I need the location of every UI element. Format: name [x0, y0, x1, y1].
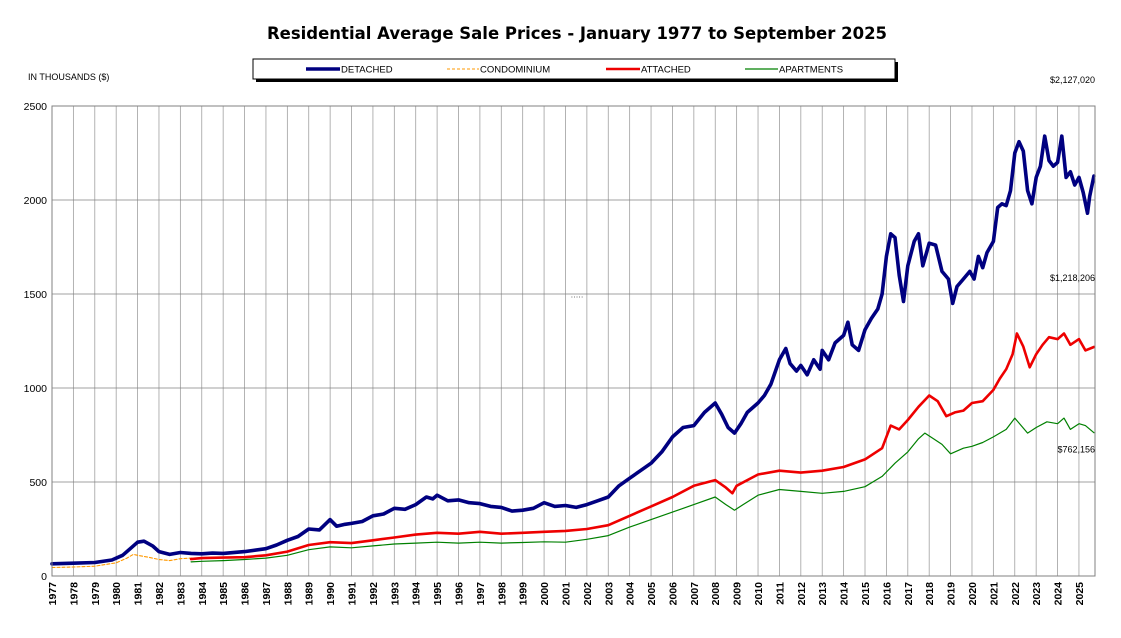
y-tick-label: 500: [29, 477, 47, 489]
x-tick-label: 2011: [774, 582, 786, 605]
x-tick-label: 1993: [389, 582, 401, 606]
legend-label-detached: DETACHED: [341, 65, 393, 76]
x-tick-label: 2012: [796, 582, 808, 606]
series-line-detached: [50, 134, 1096, 566]
x-tick-label: 2008: [710, 582, 722, 606]
x-tick-label: 2000: [539, 582, 551, 606]
x-tick-label: 2024: [1053, 582, 1065, 606]
x-tick-label: 1983: [175, 582, 187, 606]
x-tick-label: 1985: [218, 582, 230, 606]
plot-area: [50, 105, 1096, 577]
y-tick-label: 1500: [24, 289, 48, 301]
y-tick-label: 2000: [24, 195, 48, 207]
x-tick-label: 2001: [560, 582, 572, 606]
x-tick-label: 2004: [625, 582, 637, 606]
x-tick-label: 1991: [347, 582, 359, 606]
x-tick-label: 1987: [261, 582, 273, 606]
y-axis-label: IN THOUSANDS ($): [28, 72, 109, 82]
legend-label-apartments: APARTMENTS: [779, 65, 843, 76]
series-line-apartments: [190, 417, 1095, 563]
plot-border: [51, 105, 1096, 577]
x-tick-label: 2014: [839, 582, 851, 606]
x-tick-label: 1990: [325, 582, 337, 606]
x-tick-label: 2016: [881, 582, 893, 606]
x-tick-label: 1979: [90, 582, 102, 606]
legend-box: [252, 58, 896, 80]
x-tick-label: 2022: [1010, 582, 1022, 606]
x-tick-label: 1998: [496, 582, 508, 606]
series-line-condominium: [51, 553, 203, 569]
x-tick-label: 2013: [817, 582, 829, 606]
chart-title: Residential Average Sale Prices - Januar…: [267, 24, 887, 43]
x-tick-label: 2006: [667, 582, 679, 606]
x-tick-label: 1996: [454, 582, 466, 606]
x-tick-label: 1992: [368, 582, 380, 606]
x-tick-label: 1981: [133, 582, 145, 606]
annotation-detached: $2,127,020: [1050, 75, 1095, 85]
x-tick-label: 2002: [582, 582, 594, 606]
annotation-apartments: $762,156: [1057, 445, 1095, 455]
x-tick-label: 2017: [903, 582, 915, 606]
series-line-attached: [189, 332, 1096, 561]
y-tick-label: 2500: [24, 101, 48, 113]
x-tick-label: 2010: [753, 582, 765, 606]
x-tick-label: 1989: [304, 582, 316, 606]
x-tick-label: 1984: [197, 582, 209, 606]
x-tick-label: 2020: [967, 582, 979, 606]
x-tick-label: 1995: [432, 582, 444, 606]
x-tick-label: 2019: [946, 582, 958, 606]
x-tick-label: 1982: [154, 582, 166, 606]
x-tick-label: 2023: [1031, 582, 1043, 606]
legend: DETACHED CONDOMINIUM ATTACHED APARTMENTS: [252, 58, 898, 82]
y-tick-label: 1000: [24, 383, 48, 395]
x-tick-label: 1994: [411, 582, 423, 606]
y-tick-label: 0: [41, 571, 47, 583]
annotation-attached: $1,218,206: [1050, 273, 1095, 283]
x-tick-label: 2003: [603, 582, 615, 606]
x-tick-label: 1986: [240, 582, 252, 606]
plot-background: [52, 106, 1095, 576]
x-tick-label: 2015: [860, 582, 872, 606]
x-tick-label: 2007: [689, 582, 701, 606]
x-tick-label: 1977: [47, 582, 59, 606]
x-tick-label: 1999: [518, 582, 530, 606]
x-tick-label: 2005: [646, 582, 658, 606]
center-dots: ·····: [571, 293, 584, 302]
x-tick-label: 2018: [924, 582, 936, 606]
x-tick-label: 2009: [732, 582, 744, 606]
x-tick-label: 2021: [988, 582, 1000, 606]
legend-label-attached: ATTACHED: [641, 65, 691, 76]
legend-label-condominium: CONDOMINIUM: [480, 65, 550, 76]
x-tick-label: 1988: [282, 582, 294, 606]
x-tick-label: 2025: [1074, 582, 1086, 606]
x-tick-label: 1980: [111, 582, 123, 606]
x-tick-label: 1997: [475, 582, 487, 606]
x-tick-label: 1978: [68, 582, 80, 606]
